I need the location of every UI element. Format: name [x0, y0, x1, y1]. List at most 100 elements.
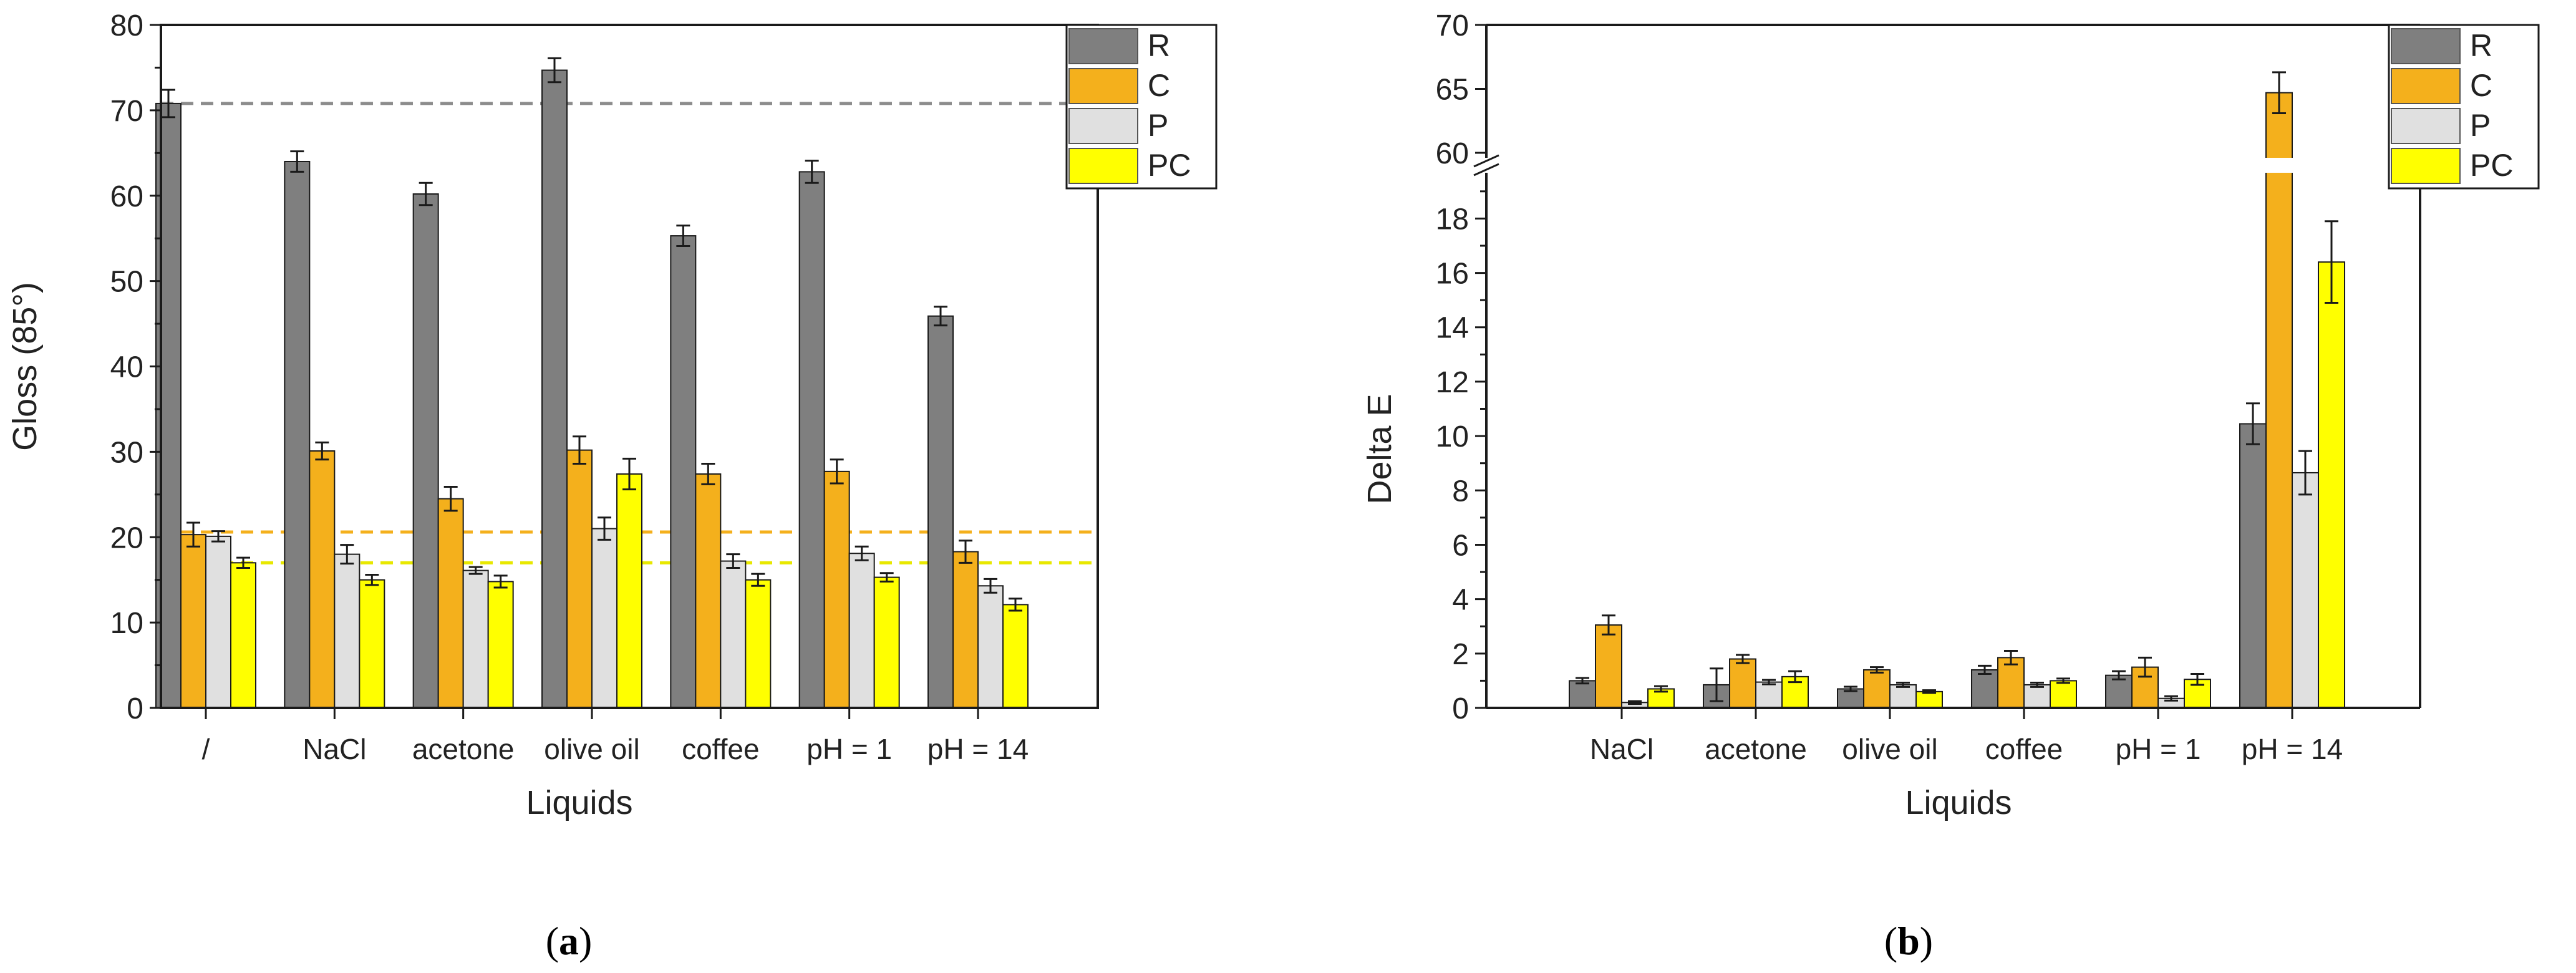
a-y-tick-label-70: 70: [110, 95, 143, 128]
b-bar-c-ph-14: [2265, 92, 2293, 709]
a-legend-swatch-pc: [1068, 148, 1138, 184]
a-bar-pc-ph-14: [1002, 604, 1029, 709]
a-bar-r-ph-1: [798, 171, 825, 709]
a-y-tick-label-0: 0: [127, 692, 143, 725]
a-legend-label-c: C: [1148, 68, 1170, 103]
b-legend-label-c: C: [2470, 68, 2492, 103]
a-bar-c-nacl: [309, 450, 336, 709]
a-bar-r-coffee: [670, 235, 697, 709]
b-y-tick-label-18: 18: [1436, 203, 1469, 236]
a-bar-p-nacl: [334, 553, 361, 709]
a-y-axis-label: Gloss (85°): [6, 282, 44, 451]
b-legend-label-p: P: [2470, 108, 2491, 143]
a-bar-p-: [205, 535, 231, 709]
b-x-axis-label: Liquids: [1905, 784, 2012, 821]
panel-b-chart: NaCl acetone olive oil coffee pH = 1 pH = 14 0…: [1361, 9, 2540, 821]
b-y-tick-label-65: 65: [1436, 74, 1469, 107]
a-y-tick-label-60: 60: [110, 180, 143, 213]
panel-a-chart: / NaCl acetone olive oil coffee pH = 1 pH = 14…: [6, 9, 1218, 821]
a-plot-frame: [160, 24, 1099, 709]
b-legend-swatch-pc: [2391, 148, 2461, 184]
a-bar-r-olive-oil: [541, 69, 568, 709]
b-bar-p-acetone: [1755, 681, 1783, 709]
panel-b-label: b: [1897, 919, 1920, 963]
a-y-tick-label-30: 30: [110, 436, 143, 469]
a-legend: RCP PC: [1065, 24, 1218, 190]
b-y-tick-label-10: 10: [1436, 420, 1469, 453]
a-bar-c-ph-1: [823, 470, 850, 709]
a-y-tick-label-20: 20: [110, 521, 143, 554]
b-y-tick-label-8: 8: [1452, 475, 1469, 508]
a-bar-c-coffee: [695, 473, 722, 709]
a-legend-label-p: P: [1148, 108, 1168, 143]
b-bar-r-nacl: [1569, 680, 1596, 709]
a-bar-pc-acetone: [487, 581, 514, 709]
a-bar-p-ph-14: [977, 585, 1004, 709]
a-y-tick-label-10: 10: [110, 607, 143, 640]
a-x-tick-label-nacl: NaCl: [303, 733, 366, 765]
a-bar-p-acetone: [462, 569, 489, 709]
b-legend-swatch-r: [2391, 28, 2461, 64]
b-y-tick-label-0: 0: [1452, 692, 1469, 725]
b-x-tick-label-olive-oil: olive oil: [1842, 733, 1937, 765]
a-bar-pc-coffee: [745, 579, 772, 709]
b-bar-c-olive-oil: [1863, 669, 1891, 709]
a-bar-pc-ph-1: [873, 576, 900, 709]
a-y-tick-label-50: 50: [110, 266, 143, 299]
b-y-tick-label-14: 14: [1436, 312, 1469, 345]
b-x-tick-label-nacl: NaCl: [1590, 733, 1654, 765]
b-axis-break-gap: [1468, 158, 2439, 173]
b-y-tick-label-16: 16: [1436, 258, 1469, 291]
a-bar-p-ph-1: [848, 553, 875, 709]
a-bar-pc-: [230, 562, 256, 709]
a-y-tick-label-40: 40: [110, 351, 143, 384]
b-bar-c-nacl: [1595, 624, 1622, 709]
b-bar-r-ph-14: [2239, 423, 2267, 709]
b-x-tick-label-acetone: acetone: [1705, 733, 1807, 765]
a-x-tick-label-acetone: acetone: [412, 733, 515, 765]
a-bar-r-acetone: [412, 193, 439, 709]
panel-a-caption: (a): [546, 919, 593, 963]
b-x-tick-label-ph-14: pH = 14: [2242, 733, 2343, 765]
b-y-axis-label: Delta E: [1361, 394, 1398, 504]
a-x-tick-label-: /: [202, 733, 210, 765]
b-y-tick-label-60: 60: [1436, 137, 1469, 170]
a-x-tick-label-ph-1: pH = 1: [806, 733, 892, 765]
a-x-tick-label-coffee: coffee: [682, 733, 759, 765]
a-bar-p-olive-oil: [591, 528, 617, 709]
b-y-tick-label-6: 6: [1452, 529, 1469, 562]
a-legend-swatch-c: [1068, 68, 1138, 104]
a-bar-c-: [180, 534, 206, 709]
a-legend-label-r: R: [1148, 28, 1170, 63]
b-x-tick-label-ph-1: pH = 1: [2116, 733, 2201, 765]
a-x-axis-label: Liquids: [526, 784, 632, 821]
a-bar-c-olive-oil: [566, 449, 593, 709]
b-bar-p-coffee: [2023, 684, 2051, 709]
a-bar-r-ph-14: [927, 315, 954, 709]
a-bar-pc-olive-oil: [616, 473, 642, 709]
b-bar-c-coffee: [1997, 657, 2025, 709]
a-x-tick-label-olive-oil: olive oil: [544, 733, 639, 765]
a-legend-label-pc: PC: [1148, 148, 1191, 183]
b-legend-swatch-c: [2391, 68, 2461, 104]
b-legend-label-r: R: [2470, 28, 2492, 63]
a-x-tick-label-ph-14: pH = 14: [927, 733, 1029, 765]
b-legend: RCP PC: [2388, 24, 2540, 190]
b-axis-break-mark-left-2: [1473, 163, 1499, 177]
a-legend-swatch-p: [1068, 108, 1138, 144]
a-bar-p-coffee: [720, 560, 747, 709]
a-legend-swatch-r: [1068, 28, 1138, 64]
b-legend-swatch-p: [2391, 108, 2461, 144]
b-x-tick-label-coffee: coffee: [1985, 733, 2063, 765]
panel-b-caption: (b): [1884, 919, 1933, 963]
b-y-tick-label-4: 4: [1452, 584, 1469, 617]
a-bar-c-acetone: [437, 498, 464, 709]
b-bar-r-coffee: [1971, 669, 1998, 709]
b-y-tick-label-12: 12: [1436, 366, 1469, 399]
b-y-tick-label-2: 2: [1452, 638, 1469, 671]
b-bar-p-olive-oil: [1889, 684, 1917, 709]
a-bar-r-nacl: [284, 161, 311, 709]
a-y-tick-label-80: 80: [110, 9, 143, 42]
b-y-tick-label-70: 70: [1436, 9, 1469, 42]
